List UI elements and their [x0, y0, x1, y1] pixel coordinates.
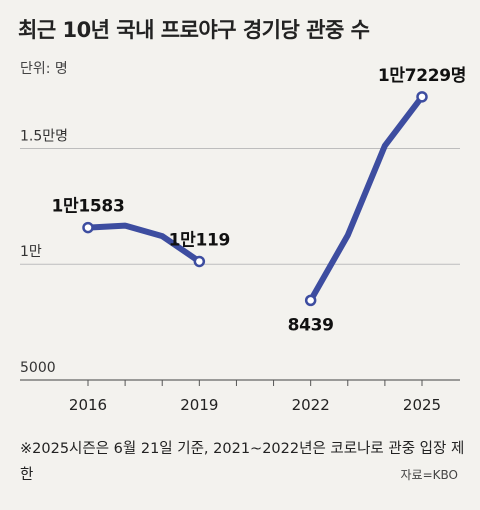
footnote: ※2025시즌은 6월 21일 기준, 2021~2022년은 코로나로 관중 …: [20, 441, 465, 483]
chart-title: 최근 10년 국내 프로야구 경기당 관중 수: [18, 18, 370, 42]
data-labels: 1만1583 1만119 8439 1만7229명: [52, 66, 467, 336]
line-chart: 1.5만명 1만 5000 2016 2019 2022 2025 1만1583 1만119…: [20, 66, 467, 414]
data-label-2025: 1만7229명: [378, 66, 466, 86]
data-point-2016: [82, 221, 94, 234]
data-label-2019: 1만119: [169, 230, 230, 250]
x-tick-label: 2019: [180, 396, 218, 414]
x-tick-label: 2025: [403, 396, 441, 414]
data-label-2016: 1만1583: [52, 197, 125, 217]
x-axis: 2016 2019 2022 2025: [20, 379, 460, 414]
series-line-segment-2: [307, 93, 425, 304]
x-tick-label: 2016: [69, 396, 107, 414]
series-lines: [85, 93, 425, 304]
gridlines: 1.5만명 1만 5000: [20, 128, 460, 381]
series-markers: [82, 91, 428, 307]
data-point-2022: [304, 294, 317, 307]
data-point-2025: [416, 91, 428, 103]
data-label-2022: 8439: [288, 315, 334, 335]
series-line-segment-1: [85, 222, 203, 265]
y-tick-label: 1만: [20, 244, 42, 260]
unit-label: 단위: 명: [20, 61, 68, 77]
data-point-2019: [193, 255, 206, 268]
source-label: 자료=KBO: [400, 468, 458, 482]
y-tick-label: 5000: [20, 360, 56, 376]
y-tick-label: 1.5만명: [20, 128, 68, 144]
x-tick-label: 2022: [292, 396, 330, 414]
